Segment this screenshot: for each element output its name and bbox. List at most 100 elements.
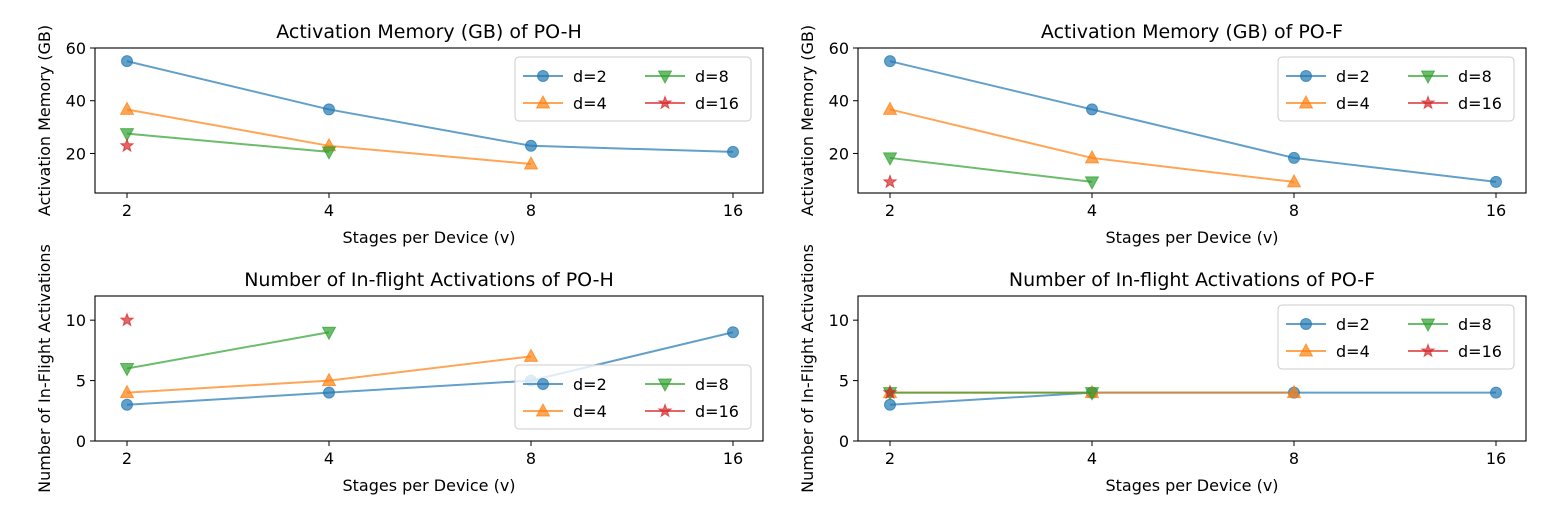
- data-point-d4: [523, 348, 539, 362]
- legend-label-d2: d=2: [1336, 67, 1370, 86]
- x-axis-label: Stages per Device (v): [1105, 476, 1278, 495]
- y-axis-label: Activation Memory (GB): [798, 25, 817, 216]
- data-point-d8: [321, 326, 337, 341]
- legend-label-d8: d=8: [695, 375, 729, 394]
- x-tick-label: 2: [885, 201, 895, 220]
- data-point-d2: [121, 398, 133, 411]
- y-tick-label: 40: [829, 92, 849, 111]
- y-tick-label: 60: [66, 39, 86, 58]
- data-point-d4: [882, 101, 898, 115]
- plot-area-frame: [94, 295, 764, 442]
- legend-label-d16: d=16: [1458, 94, 1502, 113]
- legend-marker-d8: [1420, 318, 1436, 333]
- legend: d=2 d=4 d=8 d=16: [514, 56, 752, 122]
- x-tick-label: 16: [723, 449, 743, 468]
- data-point-d16: [119, 137, 135, 153]
- series-line-d2: [126, 60, 734, 153]
- series-line-d8: [889, 156, 1093, 183]
- y-tick-label: 20: [829, 144, 849, 163]
- series-line-d2: [889, 391, 1496, 406]
- series-line-d2: [889, 60, 1497, 183]
- data-point-d2: [884, 55, 896, 68]
- plot-area-frame: [857, 295, 1527, 442]
- data-point-d8: [321, 146, 337, 160]
- data-point-d8: [1084, 387, 1100, 401]
- legend-box: [1277, 56, 1515, 122]
- y-tick-label: 60: [829, 39, 849, 58]
- legend-marker-d4: [1298, 342, 1314, 357]
- legend-label-d4: d=4: [573, 402, 607, 421]
- legend-label-d2: d=2: [573, 67, 607, 86]
- chart-title: Activation Memory (GB) of PO-H: [276, 21, 582, 43]
- legend-marker-d4: [1298, 94, 1314, 109]
- data-point-d8: [882, 152, 898, 166]
- legend-label-d8: d=8: [1458, 67, 1492, 86]
- x-tick-label: 4: [324, 201, 334, 220]
- legend-label-d16: d=16: [1458, 342, 1502, 361]
- plot-area-frame: [94, 47, 764, 194]
- x-tick-label: 4: [1087, 449, 1097, 468]
- legend-label-d4: d=4: [1336, 342, 1370, 361]
- data-point-d2: [727, 326, 739, 339]
- data-point-d4: [523, 155, 539, 170]
- legend-marker-d4: [535, 402, 551, 417]
- data-point-d2: [1490, 386, 1502, 399]
- x-tick-label: 2: [122, 449, 132, 468]
- data-point-d2: [1086, 103, 1098, 116]
- data-point-d2: [1490, 175, 1502, 188]
- data-point-d16: [119, 312, 135, 327]
- y-tick-label: 10: [829, 311, 849, 330]
- legend: d=2 d=4 d=8 d=16: [1277, 304, 1515, 370]
- data-point-d4: [1084, 149, 1100, 164]
- legend-label-d16: d=16: [695, 94, 739, 113]
- x-tick-label: 16: [1486, 449, 1506, 468]
- data-point-d2: [1288, 151, 1300, 164]
- legend-marker-d16: [1420, 95, 1436, 110]
- chart-panel-3: Number of In-flight Activations of PO-H 2…: [35, 244, 764, 495]
- series-line-d8: [126, 132, 330, 153]
- legend-label-d4: d=4: [573, 94, 607, 113]
- series-line-d8: [126, 331, 330, 370]
- legend-marker-d2: [1300, 70, 1312, 82]
- legend-box: [1277, 304, 1515, 370]
- data-point-d2: [884, 398, 896, 411]
- legend: d=2 d=4 d=8 d=16: [1277, 56, 1515, 122]
- x-tick-label: 2: [885, 449, 895, 468]
- legend-marker-d16: [657, 95, 673, 110]
- legend: d=2 d=4 d=8 d=16: [514, 364, 752, 430]
- x-tick-label: 16: [723, 201, 743, 220]
- legend-marker-d2: [537, 378, 549, 390]
- y-tick-label: 0: [76, 432, 86, 451]
- data-point-d4: [119, 384, 135, 399]
- legend-label-d4: d=4: [1336, 94, 1370, 113]
- y-tick-label: 5: [76, 372, 86, 391]
- series-line-d2: [126, 331, 734, 406]
- data-point-d4: [1286, 173, 1302, 188]
- legend-marker-d16: [1420, 343, 1436, 358]
- data-point-d8: [1084, 176, 1100, 190]
- x-axis-label: Stages per Device (v): [342, 228, 515, 247]
- data-point-d2: [121, 55, 133, 68]
- y-tick-label: 40: [66, 92, 86, 111]
- chart-panel-1: Activation Memory (GB) of PO-H 2 4 8 16 20 40 6…: [35, 21, 764, 247]
- legend-label-d2: d=2: [1336, 315, 1370, 334]
- chart-panel-4: Number of In-flight Activations of PO-F 2…: [798, 244, 1527, 495]
- data-point-d4: [1286, 384, 1302, 399]
- chart-title: Number of In-flight Activations of PO-H: [244, 269, 614, 291]
- x-tick-label: 2: [122, 201, 132, 220]
- data-point-d8: [119, 363, 135, 377]
- data-point-d16: [882, 173, 898, 189]
- legend-marker-d16: [657, 403, 673, 418]
- x-tick-label: 8: [1289, 201, 1299, 220]
- x-axis-label: Stages per Device (v): [342, 476, 515, 495]
- x-tick-label: 8: [1289, 449, 1299, 468]
- data-point-d2: [323, 103, 335, 116]
- legend-box: [514, 56, 752, 122]
- chart-panel-2: Activation Memory (GB) of PO-F 2 4 8 16 20 40 6…: [798, 21, 1527, 247]
- legend-marker-d4: [535, 94, 551, 109]
- x-tick-label: 4: [324, 449, 334, 468]
- data-point-d4: [119, 101, 135, 115]
- x-tick-label: 16: [1486, 201, 1506, 220]
- chart-title: Number of In-flight Activations of PO-F: [1009, 269, 1375, 291]
